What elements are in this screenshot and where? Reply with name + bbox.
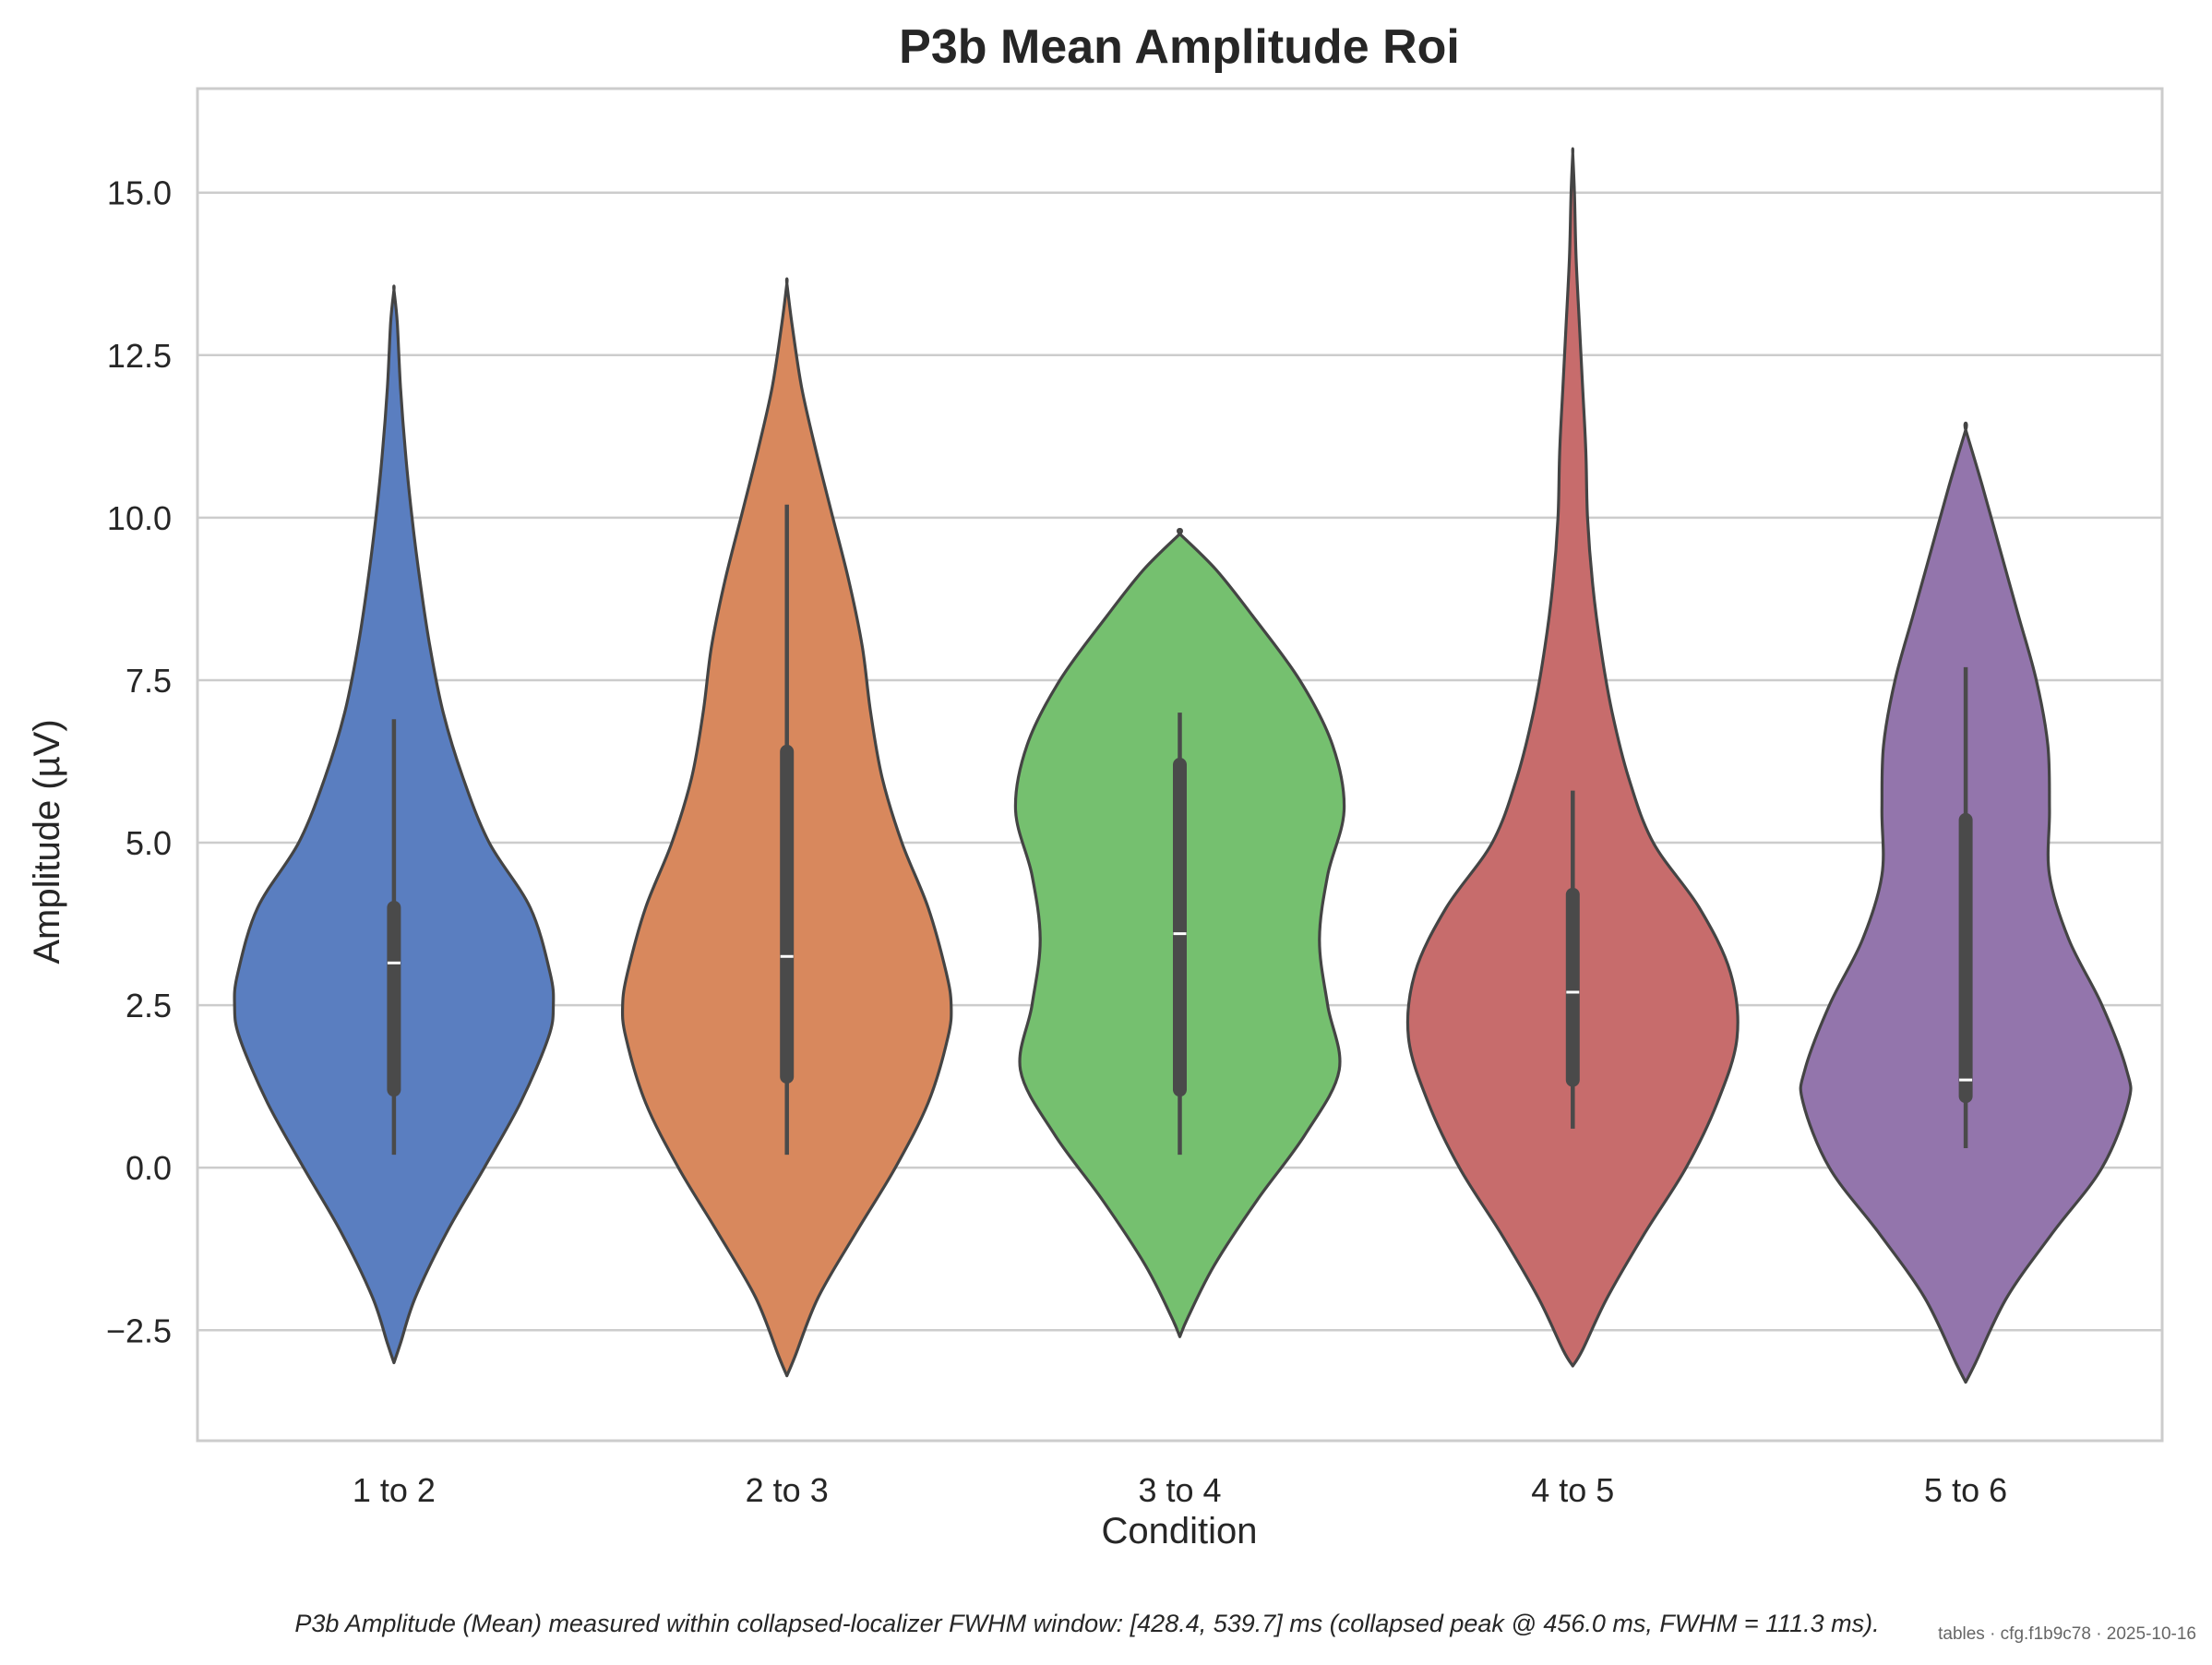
chart-title: P3b Mean Amplitude Roi: [899, 20, 1460, 74]
x-tick-labels: 1 to 2 2 to 3 3 to 4 4 to 5 5 to 6: [353, 1471, 2007, 1509]
x-tick-label: 1 to 2: [353, 1471, 436, 1509]
x-tick-label: 4 to 5: [1531, 1471, 1614, 1509]
y-tick-label: −2.5: [106, 1312, 172, 1349]
y-axis-label: Amplitude (µV): [27, 719, 67, 964]
y-tick-label: 7.5: [126, 662, 172, 700]
y-tick-label: 12.5: [107, 337, 172, 375]
x-tick-label: 5 to 6: [1924, 1471, 2007, 1509]
x-tick-label: 3 to 4: [1138, 1471, 1221, 1509]
y-tick-label: 15.0: [107, 174, 172, 212]
violins: [233, 147, 2133, 1384]
y-tick-labels: −2.5 0.0 2.5 5.0 7.5 10.0 12.5 15.0: [106, 174, 172, 1350]
x-axis-label: Condition: [1101, 1511, 1257, 1551]
y-tick-label: 5.0: [126, 824, 172, 862]
violin-body: [1405, 147, 1740, 1368]
x-tick-label: 2 to 3: [746, 1471, 829, 1509]
y-tick-label: 2.5: [126, 987, 172, 1024]
build-stamp: tables · cfg.f1b9c78 · 2025-10-16: [1938, 1624, 2196, 1644]
plot-frame: [196, 87, 2164, 1443]
figure-caption: P3b Amplitude (Mean) measured within col…: [294, 1610, 1879, 1637]
y-tick-label: 10.0: [107, 499, 172, 537]
y-tick-label: 0.0: [126, 1149, 172, 1187]
